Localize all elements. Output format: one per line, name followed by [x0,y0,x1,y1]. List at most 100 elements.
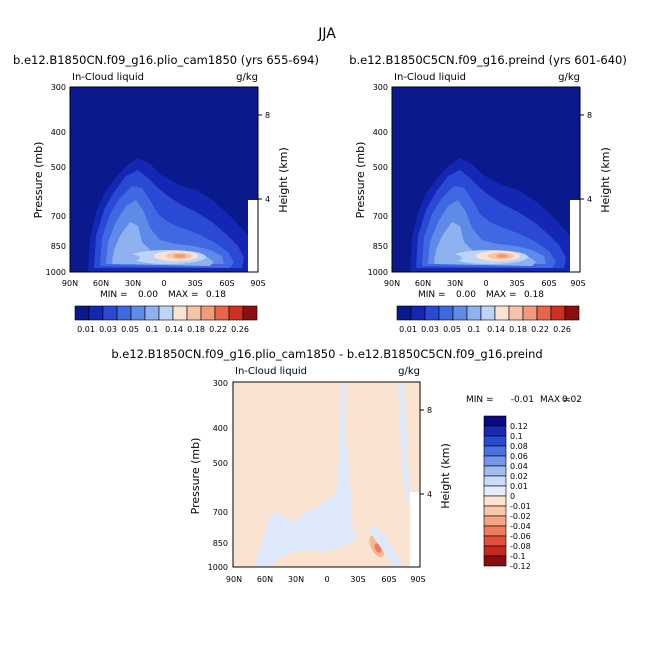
panel-1-colorbar-swatch [116,305,132,321]
panel-3-y-tick: 400 [213,424,228,433]
panel-1-units-label: g/kg [236,72,258,83]
panel-2-colorbar-swatch [564,305,580,321]
panel-1-y-tick: 500 [51,163,66,172]
panel-1-y-ticks: 300 400 500 700 850 1000 [46,83,66,277]
panel-3-variable-label: In-Cloud liquid [235,366,307,377]
panel-1-colorbar-swatch [172,305,188,321]
panel-1-colorbar-swatch [214,305,230,321]
panel-3-colorbar-labels: 0.12 0.1 0.08 0.06 0.04 0.02 0.01 0 -0.0… [510,422,531,571]
panel-3-negative-column [398,384,410,500]
panel-2-contour-band-9 [496,254,508,258]
panel-3-colorbar-label: 0.1 [510,432,523,441]
panel-3-plot-frame [232,381,421,568]
panel-1-colorbar-label: 0.03 [99,325,117,334]
panel-1-y-tick: 850 [51,242,66,251]
panel-3-y-axis-label: Pressure (mb) [189,438,202,515]
panel-1-low-cloud-band [112,254,140,262]
panel-2-colorbar-label: 0.01 [399,325,417,334]
panel-3-colorbar-swatch [483,425,507,437]
panel-2-colorbar-swatch [508,305,524,321]
panel-1-colorbar-label: 0.14 [165,325,183,334]
panel-2-colorbar-label: 0.26 [553,325,571,334]
panel-2-x-tick: 30S [509,279,524,288]
panel-3-colorbar [483,415,507,567]
panel-1-colorbar [74,305,258,321]
panel-3-colorbar-swatch [483,515,507,527]
panel-1-colorbar-swatch [144,305,160,321]
panel-2-colorbar-swatch [480,305,496,321]
panel-3-colorbar-label: 0 [510,492,515,501]
panel-1-y-tick: 300 [51,83,66,92]
panel-1-colorbar-swatch [88,305,104,321]
panel-2-x-tick: 60N [415,279,431,288]
panel-3-x-tick: 90N [226,575,242,584]
panel-1-x-tick: 90S [250,279,265,288]
panel-1-y-axis-label: Pressure (mb) [32,142,45,219]
panel-1-colorbar-label: 0.01 [77,325,95,334]
panel-2-max-value: 0.18 [524,290,544,300]
panel-3-x-ticks: 90N 60N 30N 0 30S 60S 90S [226,575,426,584]
panel-2-y-axis-label: Pressure (mb) [354,142,367,219]
panel-2-colorbar-label: 0.18 [509,325,527,334]
panel-3-x-tick: 60N [257,575,273,584]
panel-3-colorbar-swatch [483,435,507,447]
panel-2-title: b.e12.B1850C5CN.f09_g16.preind (yrs 601-… [349,53,627,67]
panel-1-colorbar-swatch [200,305,216,321]
panel-1-y2-axis-label: Height (km) [277,147,290,213]
panel-2-colorbar-swatch [424,305,440,321]
panel-1-missing-region [248,200,258,272]
panel-2-colorbar-swatch [522,305,538,321]
panel-1-title: b.e12.B1850CN.f09_g16.plio_cam1850 (yrs … [13,53,319,67]
panel-2-y2-tick: 4 [587,195,592,204]
panel-2-colorbar-swatch [438,305,454,321]
panel-2-max-label: MAX = [486,290,517,300]
panel-2-x-ticks: 90N 60N 30N 0 30S 60S 90S [384,279,586,288]
panel-2-colorbar-label: 0.22 [531,325,549,334]
panel-1-colorbar-swatch [74,305,90,321]
panel-1-colorbar-swatch [130,305,146,321]
panel-3-colorbar-label: -0.12 [510,562,531,571]
panel-2-y-tick: 500 [373,163,388,172]
page-title: JJA [317,26,336,42]
panel-2: b.e12.B1850C5CN.f09_g16.preind (yrs 601-… [349,53,627,334]
panel-3-colorbar-label: 0.12 [510,422,528,431]
panel-1-contour-band-9 [174,254,186,258]
panel-1-x-tick: 60N [93,279,109,288]
panel-3-colorbar-label: -0.06 [510,532,531,541]
panel-3-y-tick: 1000 [208,563,228,572]
panel-3-y2-tick: 4 [427,490,432,499]
panel-2-x-tick: 30N [447,279,463,288]
panel-1-y-tick: 400 [51,128,66,137]
panel-3-colorbar-swatch [483,495,507,507]
panel-3-min-value: -0.01 [511,395,534,405]
panel-3-colorbar-swatch [483,535,507,547]
panel-3-y2-axis-label: Height (km) [439,443,452,509]
panel-3: b.e12.B1850CN.f09_g16.plio_cam1850 - b.e… [111,347,582,584]
panel-1-x-tick: 0 [161,279,166,288]
panel-1-x-tick: 90N [62,279,78,288]
panel-3-title: b.e12.B1850CN.f09_g16.plio_cam1850 - b.e… [111,347,542,361]
panel-1-x-ticks: 90N 60N 30N 0 30S 60S 90S [62,279,266,288]
panel-2-y-tick: 850 [373,242,388,251]
panel-1-y-tick: 700 [51,212,66,221]
panel-3-colorbar-label: -0.08 [510,542,531,551]
panel-2-colorbar-label: 0.1 [468,325,481,334]
panel-3-y-tick: 300 [213,379,228,388]
panel-1-y-tick: 1000 [46,268,66,277]
panel-1-max-value: 0.18 [206,290,226,300]
panel-2-colorbar [396,305,580,321]
panel-1-colorbar-swatch [228,305,244,321]
panel-2-missing-region [570,200,580,272]
panel-3-y-tick: 700 [213,508,228,517]
panel-3-negative-shelf [368,526,402,567]
panel-3-y-tick: 850 [213,539,228,548]
panel-3-colorbar-swatch [483,455,507,467]
panel-2-y-tick: 300 [373,83,388,92]
panel-3-x-tick: 30N [288,575,304,584]
panel-3-colorbar-label: 0.08 [510,442,528,451]
panel-1-colorbar-labels: 0.01 0.03 0.05 0.1 0.14 0.18 0.22 0.26 [77,325,249,334]
panel-2-colorbar-label: 0.03 [421,325,439,334]
panel-1-field [88,158,258,272]
panel-3-units-label: g/kg [398,366,420,377]
panel-3-x-tick: 0 [324,575,329,584]
